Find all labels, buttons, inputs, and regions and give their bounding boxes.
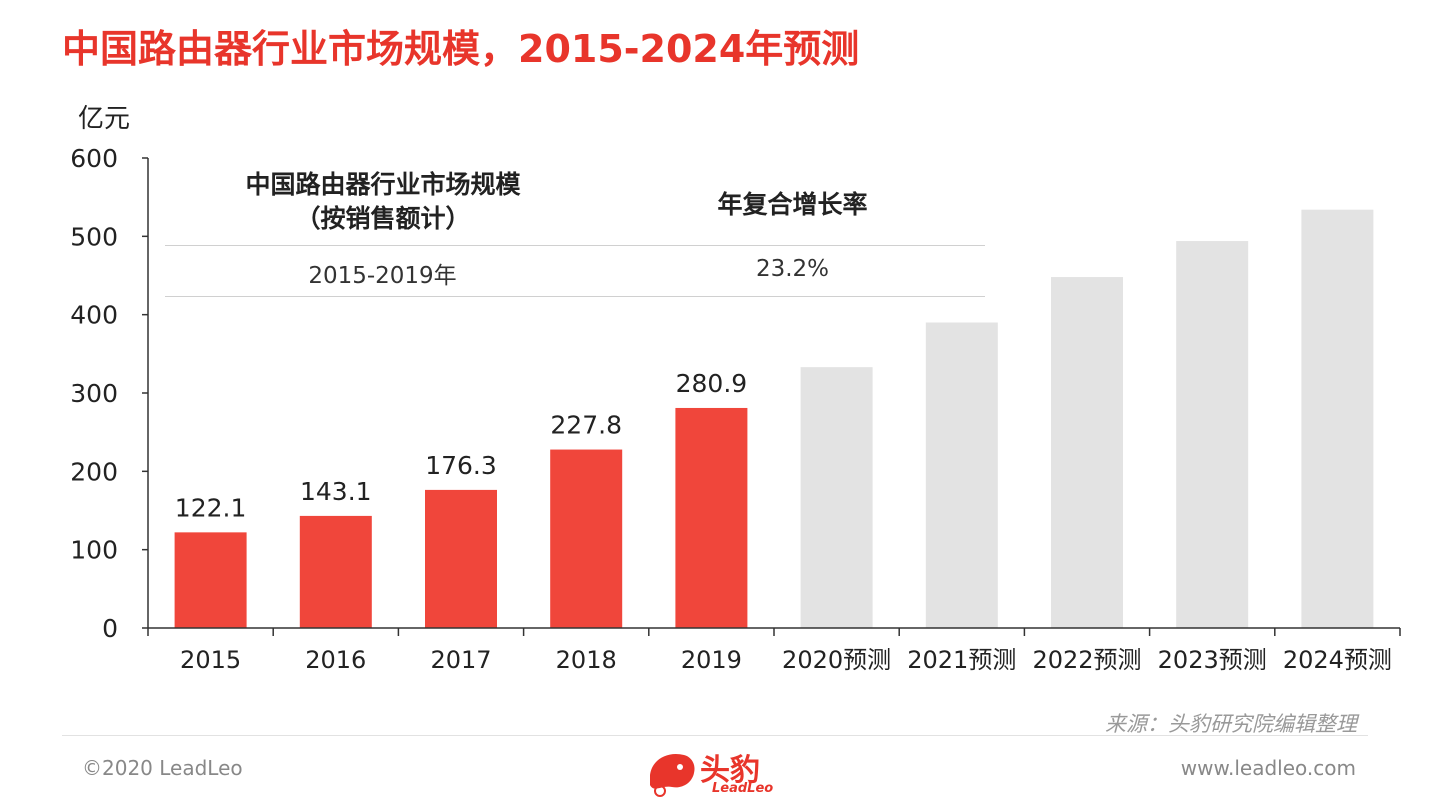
x-tick-label: 2023预测	[1158, 646, 1267, 674]
table-cell-period: 2015-2019年	[308, 263, 457, 289]
y-tick-label: 300	[70, 379, 118, 408]
y-tick-label: 200	[70, 457, 118, 486]
bar	[675, 407, 748, 628]
y-axis-unit-label: 亿元	[78, 104, 131, 134]
table-header-line-1: 中国路由器行业市场规模	[245, 170, 521, 199]
table-header-line-2: （按销售额计）	[295, 204, 471, 233]
bar	[1051, 277, 1123, 628]
logo-text: 头豹	[700, 753, 760, 788]
data-label: 122.1	[175, 493, 247, 522]
bar	[299, 515, 372, 628]
table-bottom-line	[165, 296, 985, 297]
y-tick-label: 100	[70, 536, 118, 565]
page-title: 中国路由器行业市场规模，2015-2024年预测	[62, 27, 860, 71]
bar	[174, 532, 247, 628]
table-divider	[165, 245, 985, 246]
x-tick-label: 2015	[180, 646, 241, 674]
y-tick-label: 0	[102, 614, 118, 643]
x-tick-label: 2016	[305, 646, 366, 674]
x-tick-label: 2018	[556, 646, 617, 674]
logo-subtext: LeadLeo	[712, 781, 774, 796]
x-tick-label: 2020预测	[782, 646, 891, 674]
copyright: ©2020 LeadLeo	[82, 756, 243, 780]
x-tick-label: 2021预测	[907, 646, 1016, 674]
table-header-market-size: 中国路由器行业市场规模 （按销售额计）	[218, 168, 548, 236]
bar	[800, 367, 873, 628]
y-tick-label: 600	[70, 144, 118, 173]
data-label: 280.9	[676, 369, 748, 398]
website-link[interactable]: www.leadleo.com	[1180, 756, 1356, 780]
table-cell-cagr: 23.2%	[755, 256, 830, 282]
x-tick-label: 2017	[430, 646, 491, 674]
y-tick-label: 400	[70, 301, 118, 330]
footer-divider	[62, 735, 1368, 736]
bar	[425, 489, 497, 628]
leadleo-logo-icon	[650, 753, 695, 797]
table-header-cagr: 年复合增长率	[717, 190, 868, 219]
bar	[1301, 209, 1374, 628]
y-tick-label: 500	[70, 222, 118, 251]
bar	[925, 322, 998, 628]
data-label: 143.1	[300, 477, 372, 506]
data-label: 176.3	[425, 451, 497, 480]
x-tick-label: 2024预测	[1283, 646, 1392, 674]
source-note: 来源：头豹研究院编辑整理	[1105, 712, 1357, 736]
bar	[550, 449, 623, 628]
data-label: 227.8	[550, 411, 622, 440]
x-tick-label: 2022预测	[1032, 646, 1141, 674]
bar	[1176, 241, 1249, 629]
x-tick-label: 2019	[681, 646, 742, 674]
